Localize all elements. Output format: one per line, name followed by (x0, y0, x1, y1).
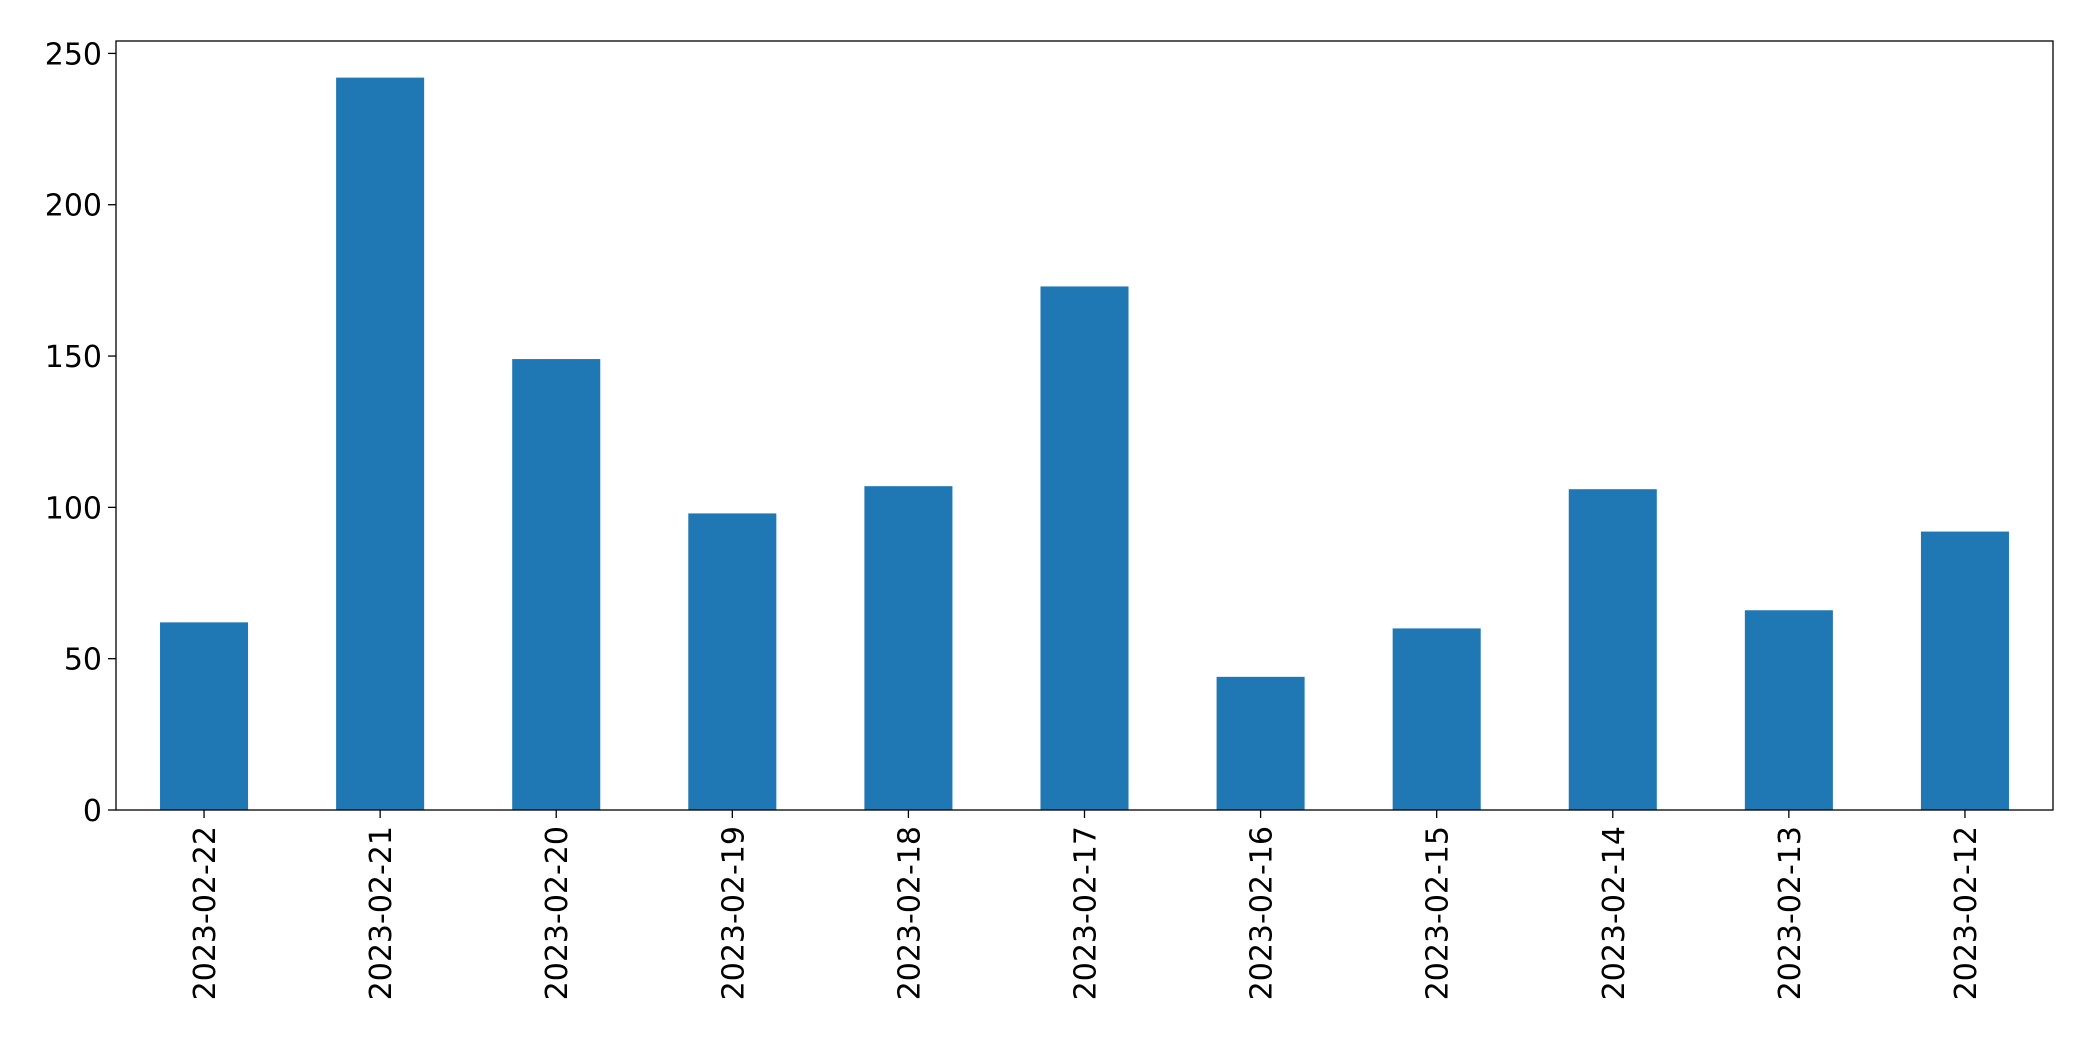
bar (688, 513, 777, 810)
x-tick-label: 2023-02-21 (364, 826, 399, 1000)
x-tick-label: 2023-02-20 (540, 826, 575, 1000)
y-tick-label: 50 (64, 643, 102, 678)
x-tick-label: 2023-02-16 (1245, 826, 1280, 1000)
y-tick-label: 150 (45, 340, 102, 375)
x-tick-label: 2023-02-22 (188, 826, 223, 1000)
x-tick-label: 2023-02-18 (892, 826, 927, 1000)
x-tick-label: 2023-02-14 (1597, 826, 1632, 1000)
y-tick-label: 250 (45, 37, 102, 72)
bar (336, 77, 425, 811)
x-tick-label: 2023-02-12 (1949, 826, 1984, 1000)
bar (512, 359, 601, 810)
x-tick-label: 2023-02-19 (716, 826, 751, 1000)
bar (1920, 531, 2009, 810)
bar (1216, 676, 1305, 810)
bar (1040, 286, 1129, 810)
x-tick-label: 2023-02-13 (1773, 826, 1808, 1000)
bar (864, 486, 953, 810)
x-tick-label: 2023-02-15 (1421, 826, 1456, 1000)
bar (1568, 489, 1657, 810)
bar (160, 622, 249, 810)
y-tick-label: 200 (45, 189, 102, 224)
bar (1744, 610, 1833, 810)
y-tick-label: 100 (45, 491, 102, 526)
plot-frame (115, 40, 2054, 811)
x-tick-label: 2023-02-17 (1069, 826, 1104, 1000)
y-tick-label: 0 (83, 794, 102, 829)
bar (1392, 628, 1481, 810)
